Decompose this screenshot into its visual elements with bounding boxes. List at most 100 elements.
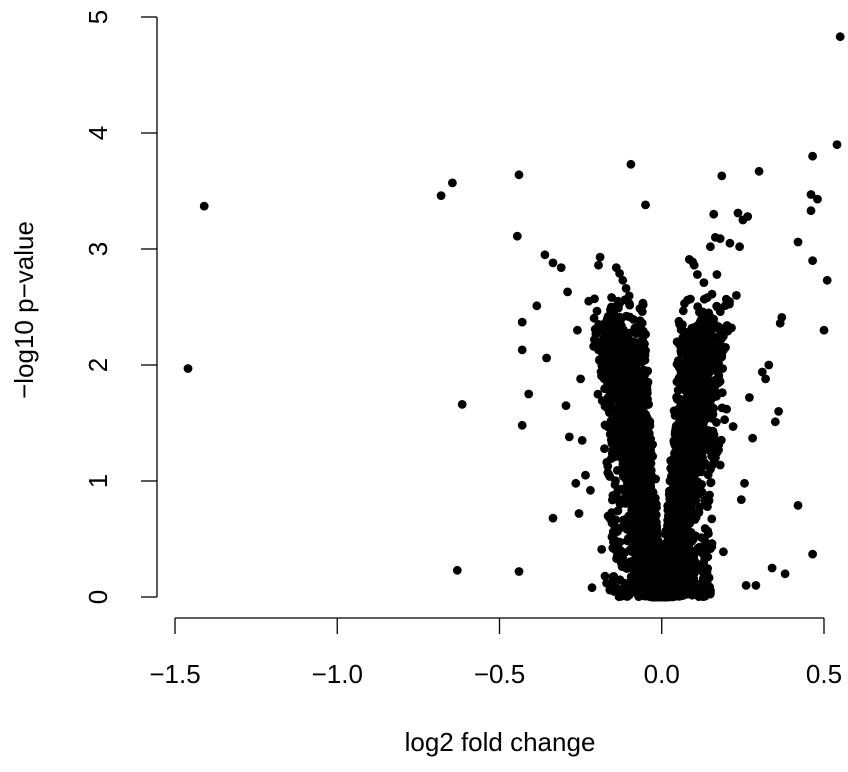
data-point [718, 364, 727, 373]
data-point [646, 465, 656, 475]
data-point [706, 544, 715, 553]
data-point [693, 382, 703, 391]
data-point [714, 332, 723, 342]
data-point [721, 324, 730, 334]
data-point [643, 394, 652, 404]
data-point [757, 367, 767, 377]
y-axis-ticks: 0 1 2 3 4 5 [83, 10, 157, 604]
data-point [709, 323, 719, 333]
data-point [712, 270, 722, 279]
data-point [587, 583, 597, 593]
data-point [686, 294, 695, 304]
data-point [806, 190, 816, 199]
data-point [620, 515, 630, 524]
data-point [457, 400, 467, 409]
data-point [514, 170, 524, 180]
data-point [622, 311, 631, 321]
data-point [665, 476, 675, 486]
data-point [623, 534, 633, 543]
data-point [819, 325, 829, 335]
data-point [642, 385, 652, 395]
data-point [610, 480, 620, 490]
data-point [514, 567, 524, 576]
x-axis-ticks: −1.5 −1.0 −0.5 0.0 0.5 [149, 618, 842, 689]
data-point [635, 316, 645, 325]
data-point [589, 313, 599, 323]
data-point [619, 472, 628, 481]
data-point [693, 270, 702, 279]
data-point [548, 513, 558, 523]
data-point [630, 323, 640, 333]
data-point [685, 519, 695, 528]
data-point [677, 574, 686, 584]
data-point [777, 313, 787, 322]
data-point [625, 479, 634, 489]
data-point [606, 416, 616, 426]
data-point [609, 587, 619, 596]
data-point [639, 376, 649, 385]
data-point [610, 527, 620, 537]
data-point [564, 432, 574, 442]
data-point [720, 415, 729, 425]
data-point [711, 352, 720, 362]
data-point [601, 355, 611, 365]
data-point [556, 263, 566, 272]
data-point [619, 495, 629, 505]
data-point [697, 426, 706, 435]
data-point [717, 388, 727, 398]
y-tick-label: 4 [83, 126, 113, 140]
data-point [719, 547, 728, 557]
data-point [594, 260, 603, 270]
data-point [696, 405, 706, 415]
data-point [668, 494, 678, 504]
data-point [698, 391, 707, 401]
data-point [626, 427, 636, 436]
x-tick-label: 0.0 [644, 659, 680, 689]
data-point [745, 393, 754, 402]
data-point [674, 316, 684, 326]
data-point [676, 431, 685, 441]
x-tick-label: −0.5 [474, 659, 525, 689]
data-point [616, 556, 626, 565]
data-point [712, 301, 722, 311]
y-tick-label: 0 [83, 590, 113, 604]
data-point [605, 429, 615, 439]
data-point [714, 440, 724, 450]
data-point [512, 231, 522, 241]
data-point [603, 468, 613, 478]
data-point [635, 368, 645, 378]
data-point [637, 522, 647, 532]
data-point [767, 563, 777, 573]
data-point [618, 438, 628, 447]
data-point [607, 382, 616, 392]
x-tick-label: 0.5 [806, 659, 842, 689]
data-point [600, 444, 609, 454]
data-point [641, 200, 650, 210]
data-point [633, 542, 643, 551]
data-point [581, 470, 590, 480]
data-point [751, 581, 761, 590]
data-point [671, 459, 681, 469]
data-point [699, 557, 709, 567]
data-point [780, 569, 790, 579]
data-point [703, 526, 713, 536]
data-point [649, 556, 659, 566]
x-tick-label: −1.5 [149, 659, 200, 689]
data-point [624, 291, 634, 301]
data-point [648, 488, 658, 497]
data-point [615, 269, 624, 278]
data-point [634, 386, 644, 396]
data-point [657, 579, 666, 589]
data-point [681, 446, 690, 455]
data-point [643, 515, 653, 524]
data-point [675, 340, 684, 350]
data-point [684, 388, 694, 397]
y-tick-label: 2 [83, 358, 113, 372]
data-point [732, 291, 741, 300]
data-point [638, 326, 648, 336]
data-point [621, 284, 631, 293]
data-point [593, 389, 603, 399]
data-point [637, 529, 647, 539]
data-point [634, 487, 644, 497]
data-point [641, 493, 650, 503]
